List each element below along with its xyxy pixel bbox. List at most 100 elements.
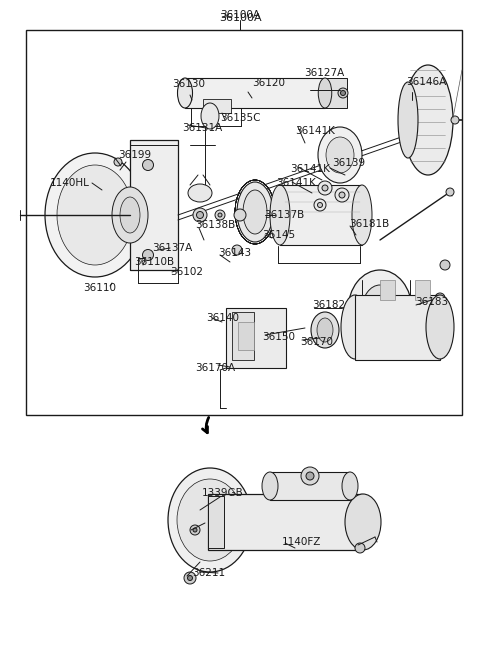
- Text: 36143: 36143: [218, 248, 251, 258]
- Bar: [226, 308, 286, 368]
- Circle shape: [440, 260, 450, 270]
- Bar: [415, 280, 430, 300]
- Text: 36181B: 36181B: [349, 219, 389, 229]
- Ellipse shape: [348, 270, 412, 350]
- Text: 1140HL: 1140HL: [50, 178, 90, 188]
- Text: 36139: 36139: [332, 158, 365, 168]
- Circle shape: [143, 160, 154, 170]
- Bar: [380, 280, 395, 300]
- Bar: [270, 472, 350, 500]
- Text: 36140: 36140: [206, 313, 239, 323]
- Text: 36100A: 36100A: [220, 10, 260, 20]
- Text: 36137B: 36137B: [264, 210, 304, 220]
- Text: 36141K: 36141K: [276, 178, 316, 188]
- Ellipse shape: [237, 182, 273, 242]
- Ellipse shape: [120, 197, 140, 233]
- Circle shape: [314, 199, 326, 211]
- Circle shape: [218, 213, 222, 217]
- Circle shape: [190, 525, 200, 535]
- Circle shape: [234, 209, 246, 221]
- Circle shape: [196, 212, 204, 219]
- Text: 36100A: 36100A: [219, 13, 261, 23]
- Text: 36110: 36110: [84, 283, 117, 293]
- Circle shape: [301, 467, 319, 485]
- Bar: [238, 322, 254, 350]
- Circle shape: [193, 528, 197, 532]
- Ellipse shape: [341, 295, 369, 359]
- Ellipse shape: [352, 185, 372, 245]
- Text: 36150: 36150: [262, 332, 295, 342]
- Circle shape: [114, 158, 122, 166]
- Bar: [203, 99, 231, 113]
- Circle shape: [215, 210, 225, 220]
- Ellipse shape: [178, 78, 192, 108]
- Ellipse shape: [168, 468, 252, 572]
- Text: 1339GB: 1339GB: [202, 488, 244, 498]
- Bar: [355, 295, 440, 360]
- Text: 36170: 36170: [300, 337, 333, 347]
- Ellipse shape: [177, 479, 243, 561]
- Circle shape: [184, 572, 196, 584]
- Ellipse shape: [57, 165, 133, 265]
- Circle shape: [446, 188, 454, 196]
- Ellipse shape: [326, 137, 354, 173]
- Ellipse shape: [362, 285, 398, 335]
- Ellipse shape: [318, 127, 362, 183]
- Circle shape: [338, 88, 348, 98]
- Text: 36127A: 36127A: [304, 68, 344, 78]
- Text: 36110B: 36110B: [134, 257, 174, 267]
- Text: 36135C: 36135C: [220, 113, 261, 123]
- Text: 1140FZ: 1140FZ: [282, 537, 322, 547]
- Ellipse shape: [398, 82, 418, 158]
- Circle shape: [318, 181, 332, 195]
- Ellipse shape: [262, 472, 278, 500]
- Bar: [185, 78, 325, 108]
- Circle shape: [340, 90, 346, 96]
- Text: 36138B: 36138B: [195, 220, 235, 230]
- Circle shape: [143, 250, 154, 261]
- Circle shape: [355, 543, 365, 553]
- Text: 36141K: 36141K: [295, 126, 335, 136]
- Ellipse shape: [426, 295, 454, 359]
- Text: 36146A: 36146A: [406, 77, 446, 87]
- Ellipse shape: [318, 78, 332, 108]
- Circle shape: [188, 576, 192, 580]
- Ellipse shape: [188, 184, 212, 202]
- Circle shape: [232, 245, 242, 255]
- Circle shape: [335, 188, 349, 202]
- Text: 36131A: 36131A: [182, 123, 222, 133]
- Ellipse shape: [317, 318, 333, 342]
- Bar: [232, 312, 254, 360]
- Circle shape: [317, 202, 323, 208]
- Ellipse shape: [201, 103, 219, 129]
- Circle shape: [193, 208, 207, 222]
- Text: 36102: 36102: [170, 267, 203, 277]
- Text: 36137A: 36137A: [152, 243, 192, 253]
- Ellipse shape: [243, 190, 267, 234]
- Bar: [130, 140, 178, 270]
- Text: 36130: 36130: [172, 79, 205, 89]
- Text: 36145: 36145: [262, 230, 295, 240]
- Text: 36170A: 36170A: [195, 363, 235, 373]
- Ellipse shape: [45, 153, 145, 277]
- Ellipse shape: [270, 185, 290, 245]
- Ellipse shape: [342, 472, 358, 500]
- Bar: [208, 496, 224, 548]
- Text: 36120: 36120: [252, 78, 285, 88]
- Circle shape: [451, 116, 459, 124]
- Text: 36199: 36199: [118, 150, 151, 160]
- Ellipse shape: [345, 494, 381, 550]
- Circle shape: [306, 472, 314, 480]
- Ellipse shape: [112, 187, 148, 243]
- Text: 36182: 36182: [312, 300, 345, 310]
- Circle shape: [435, 293, 445, 303]
- Text: 36141K: 36141K: [290, 164, 330, 174]
- Bar: [280, 185, 362, 245]
- Bar: [325, 78, 347, 108]
- Text: 36211: 36211: [192, 568, 225, 578]
- Circle shape: [372, 302, 388, 318]
- Circle shape: [322, 185, 328, 191]
- Circle shape: [339, 192, 345, 198]
- Ellipse shape: [403, 65, 453, 175]
- Text: 36183: 36183: [415, 297, 448, 307]
